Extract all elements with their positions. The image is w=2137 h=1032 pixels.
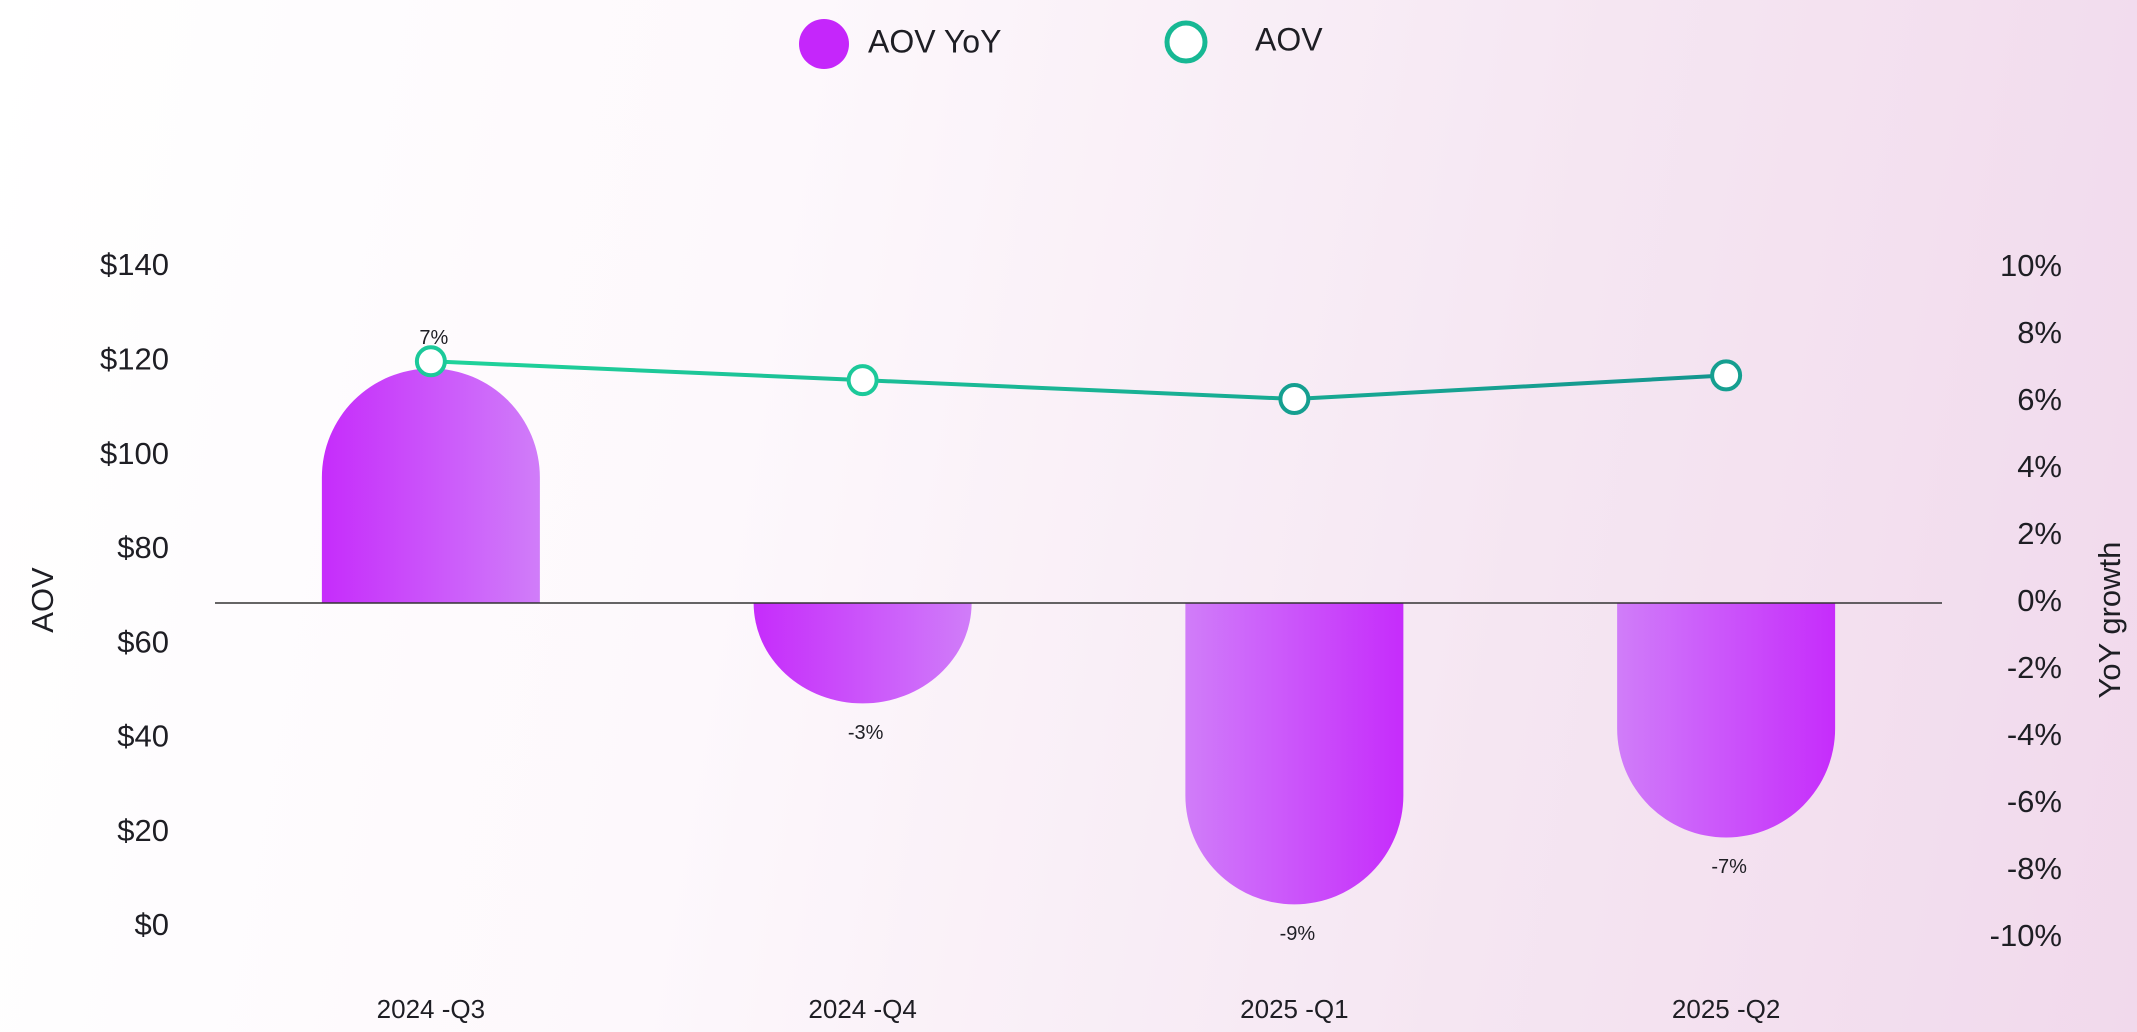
y-axis-title: AOV (25, 567, 60, 633)
x-tick-label: 2025 -Q1 (1240, 994, 1348, 1024)
bar (753, 603, 972, 704)
x-tick-label: 2025 -Q2 (1672, 994, 1780, 1024)
line-marker (1278, 383, 1311, 415)
legend-label: AOV YoY (868, 23, 1001, 59)
data-label: -7% (1711, 856, 1747, 878)
y2-tick-label: 4% (2017, 449, 2062, 484)
y-tick-label: $100 (100, 436, 169, 471)
y2-tick-label: 10% (2000, 248, 2062, 283)
bar (321, 368, 540, 603)
y2-tick-label: -4% (2007, 717, 2062, 752)
y-tick-label: $80 (117, 530, 169, 565)
y2-tick-label: -2% (2007, 650, 2062, 685)
y-tick-label: $40 (117, 719, 169, 754)
line (430, 359, 1727, 402)
legend-label: AOV (1255, 21, 1323, 57)
y2-tick-label: 8% (2017, 315, 2062, 350)
y2-tick-label: -10% (1990, 918, 2062, 953)
line-marker (846, 364, 879, 397)
legend-swatch (1164, 20, 1208, 64)
line-marker (414, 345, 447, 378)
y2-tick-label: 0% (2017, 583, 2062, 618)
bar (1185, 603, 1404, 905)
y2-tick-label: -6% (2007, 784, 2062, 819)
y2-axis-title: YoY growth (2092, 542, 2127, 699)
data-label: 7% (419, 327, 448, 349)
x-tick-label: 2024 -Q4 (808, 994, 916, 1024)
y-tick-label: $120 (100, 341, 169, 376)
y-tick-label: $140 (100, 247, 169, 282)
y2-tick-label: -8% (2007, 851, 2062, 886)
line-marker (1710, 359, 1743, 392)
y-tick-label: $60 (117, 624, 169, 659)
data-label: -9% (1280, 923, 1316, 945)
y2-tick-label: 6% (2017, 382, 2062, 417)
y-tick-label: $0 (135, 907, 169, 942)
bar (1617, 603, 1836, 838)
data-label: -3% (848, 722, 884, 744)
legend-swatch (799, 19, 849, 69)
y2-tick-label: 2% (2017, 516, 2062, 551)
x-tick-label: 2024 -Q3 (377, 994, 485, 1024)
y-tick-label: $20 (117, 813, 169, 848)
